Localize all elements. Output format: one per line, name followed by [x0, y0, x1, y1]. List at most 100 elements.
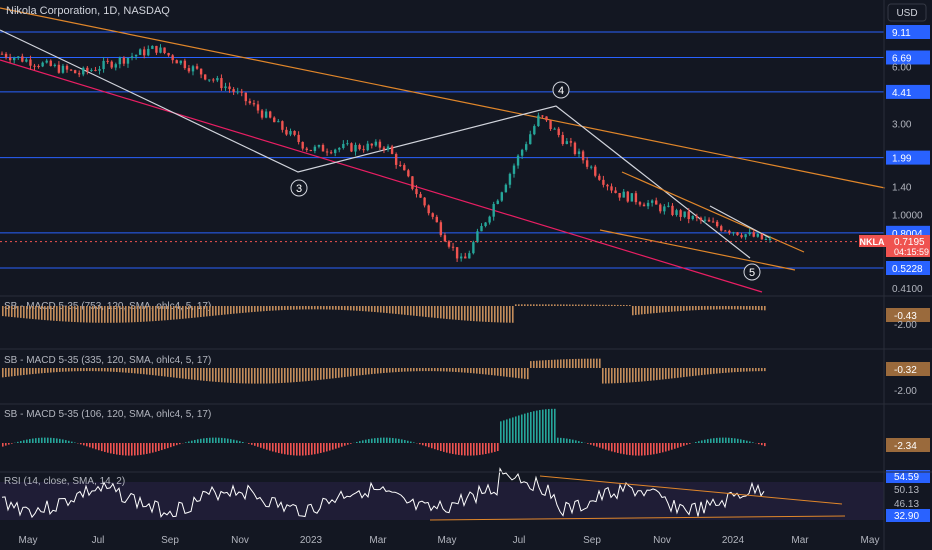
candle-body [73, 70, 77, 74]
candle-body [281, 121, 284, 130]
macd-bar [227, 368, 229, 383]
macd-bar [740, 368, 742, 372]
macd-bar [467, 443, 469, 456]
macd-bar [356, 306, 358, 311]
macd-bar [407, 440, 409, 443]
candle-body [451, 246, 455, 248]
macd-bar [59, 306, 61, 322]
macd-bar [758, 443, 760, 445]
candle-body [98, 69, 101, 71]
macd-bar [317, 368, 319, 381]
macd-bar [728, 368, 730, 373]
macd-bar [194, 439, 196, 443]
macd-bar [698, 441, 700, 443]
macd-bar [11, 306, 13, 317]
macd-bar [491, 443, 493, 453]
candle-body [439, 222, 443, 236]
macd-bar [326, 368, 328, 380]
macd-bar [725, 306, 727, 310]
panel-scale: -2.00 [894, 320, 917, 331]
candle-body [297, 134, 300, 143]
macd-bar [464, 306, 466, 321]
macd-bar [161, 368, 163, 377]
candle-body [126, 57, 130, 64]
macd-bar [437, 306, 439, 319]
macd-bar [518, 368, 520, 379]
price-tick: 1.40 [892, 183, 912, 194]
macd-bar [437, 368, 439, 372]
candle-body [25, 59, 28, 62]
macd-bar [206, 437, 208, 443]
macd-bar [731, 437, 733, 443]
macd-bar [341, 368, 343, 378]
candle-body [220, 78, 223, 89]
candle-body [671, 205, 674, 215]
macd-bar [395, 306, 397, 314]
macd-bar [122, 368, 124, 373]
macd-bar [5, 368, 7, 378]
macd-bar [263, 306, 265, 312]
macd-bar [452, 443, 454, 454]
macd-bar [506, 368, 508, 377]
macd-bar [110, 306, 112, 323]
macd-bar [659, 443, 661, 454]
candle-body [195, 66, 199, 69]
macd-bar [371, 438, 373, 443]
macd-bar [71, 306, 73, 322]
macd-bar [569, 359, 571, 368]
currency-label[interactable]: USD [896, 8, 917, 19]
macd-bar [89, 306, 91, 323]
macd-bar [347, 443, 349, 445]
macd-bar [173, 368, 175, 378]
macd-bar [197, 368, 199, 381]
macd-bar [209, 437, 211, 443]
macd-bar [125, 306, 127, 323]
macd-bar [266, 443, 268, 450]
macd-bar [41, 437, 43, 443]
time-tick: 2023 [300, 535, 323, 546]
macd-bar [572, 358, 574, 368]
macd-bar [170, 443, 172, 448]
level-badge [886, 84, 930, 99]
macd-bar [134, 368, 136, 374]
macd-bar [137, 368, 139, 374]
macd-bar [677, 306, 679, 312]
macd-bar [299, 368, 301, 382]
macd-bar [740, 439, 742, 443]
macd-bar [593, 443, 595, 446]
macd-bar [71, 441, 73, 443]
macd-bar [536, 360, 538, 368]
macd-bar [458, 368, 460, 373]
macd-bar [641, 368, 643, 382]
macd-bar [233, 368, 235, 384]
macd-bar [194, 368, 196, 380]
macd-bar [488, 368, 490, 375]
macd-bar [164, 443, 166, 450]
macd-bar [191, 368, 193, 380]
candle-body [659, 204, 662, 212]
macd-bar [752, 442, 754, 443]
macd-bar [599, 443, 601, 448]
candle-body [411, 176, 414, 189]
macd-bar [56, 306, 58, 321]
macd-bar [104, 368, 106, 372]
trend-lines [0, 7, 886, 293]
macd-bar [479, 306, 481, 322]
macd-bar [623, 443, 625, 455]
macd-bar [671, 368, 673, 379]
macd-bar [344, 443, 346, 446]
macd-bar [236, 368, 238, 384]
macd-bar [152, 443, 154, 453]
macd-bar [752, 306, 754, 310]
macd-bar [584, 304, 586, 306]
macd-bar [212, 437, 214, 443]
candle-body [334, 149, 337, 154]
macd-bar [281, 368, 283, 383]
macd-bar [527, 368, 529, 380]
currency-button[interactable] [887, 3, 927, 22]
macd-bar [35, 306, 37, 320]
macd-bar [707, 439, 709, 443]
macd-bar [638, 443, 640, 456]
macd-bar [722, 306, 724, 310]
macd-bar [203, 438, 205, 443]
